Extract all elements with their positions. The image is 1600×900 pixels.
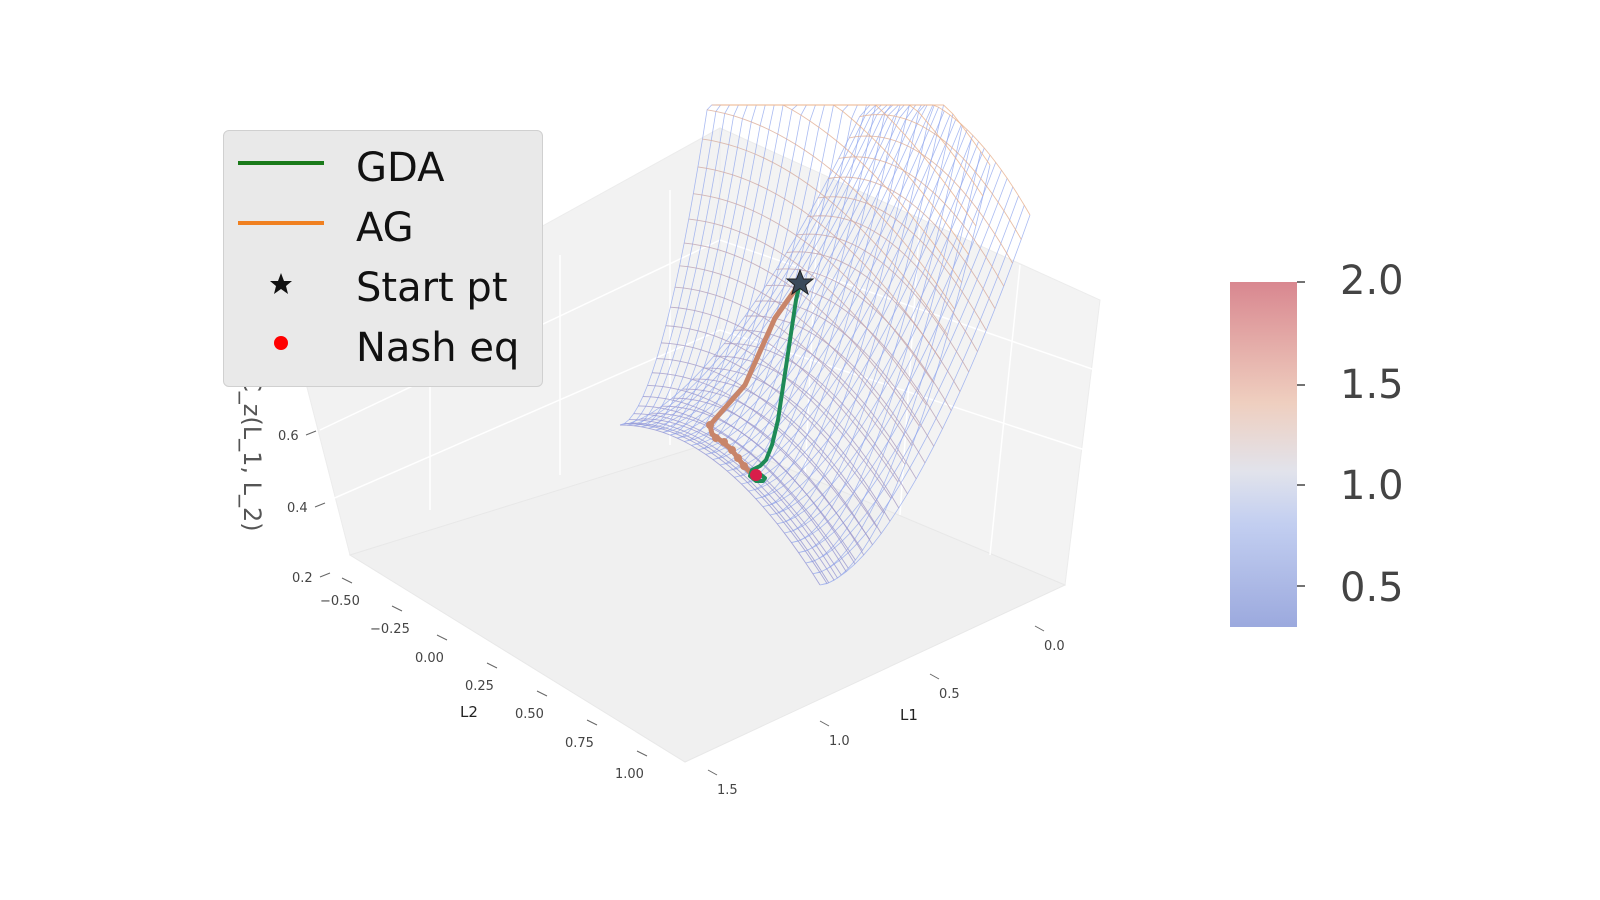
y-tick-mark — [636, 750, 648, 757]
z-tick-mark — [305, 430, 317, 436]
y-tick-mark — [436, 634, 448, 641]
y-tick-mark — [536, 690, 548, 697]
z-tick-mark — [319, 572, 331, 578]
surface-line — [697, 166, 941, 360]
legend-item-nash-eq: Nash eq — [224, 321, 544, 371]
x-tick-label: 0.5 — [939, 687, 960, 702]
surface-line — [724, 343, 908, 495]
surface-line — [807, 215, 978, 352]
y-tick-mark — [391, 605, 403, 612]
x-tick-label: 1.5 — [717, 783, 738, 798]
grid-line — [329, 329, 1086, 501]
surface-line — [647, 384, 863, 551]
surface-line — [656, 358, 878, 528]
x-tick-mark — [929, 673, 940, 680]
star-icon — [270, 273, 292, 294]
z-axis-label: C_z(L_1, L_2) — [238, 375, 266, 532]
surface-line — [665, 325, 892, 499]
grid-line — [989, 264, 1021, 556]
colorbar — [1230, 282, 1297, 627]
ag-point — [706, 421, 714, 429]
surface-line — [670, 306, 899, 483]
legend-label: Start pt — [356, 265, 508, 311]
x-tick-mark — [707, 769, 718, 776]
legend-label: Nash eq — [356, 325, 520, 371]
red-dot-icon — [274, 336, 288, 350]
ag-point — [720, 438, 728, 446]
surface-line — [828, 176, 996, 309]
y-tick-mark — [486, 662, 498, 669]
surface-line — [630, 422, 830, 583]
surface-line — [661, 342, 885, 514]
y-tick-label: 0.00 — [415, 651, 444, 666]
ag-point — [728, 446, 736, 454]
y-tick-label: 0.75 — [565, 736, 594, 751]
y-tick-mark — [341, 577, 353, 584]
surface-line — [713, 355, 900, 509]
y-axis-label: L2 — [460, 703, 478, 721]
legend-label: GDA — [356, 145, 445, 191]
x-axis-label: L1 — [900, 706, 918, 724]
trajectories — [706, 268, 815, 483]
gda-trajectory — [748, 282, 802, 483]
legend-label: AG — [356, 205, 414, 251]
z-tick-label: 0.4 — [287, 501, 308, 516]
surface-line — [642, 396, 856, 561]
ag-point — [734, 454, 742, 462]
surface-line — [629, 419, 835, 581]
y-tick-label: −0.50 — [320, 594, 360, 609]
y-tick-mark — [586, 719, 598, 726]
surface-mesh — [619, 104, 1031, 586]
y-tick-label: 0.50 — [515, 707, 544, 722]
x-tick-mark — [819, 720, 830, 727]
colorbar-ticks — [1297, 281, 1305, 587]
legend-item-ag: AG — [224, 201, 544, 251]
z-tick-label: 0.2 — [292, 571, 313, 586]
surface-line — [693, 193, 934, 383]
legend-line-icon — [238, 221, 324, 225]
surface-line — [692, 378, 882, 534]
surface-line — [797, 233, 970, 373]
legend-line-icon — [238, 161, 324, 165]
surface-line — [679, 265, 913, 446]
legend-item-gda: GDA — [224, 141, 544, 191]
legend-item-start-pt: Start pt — [224, 261, 544, 311]
ag-point — [740, 462, 748, 470]
surface-line — [684, 242, 920, 427]
colorbar-tick-label: 2.0 — [1340, 258, 1404, 304]
grid-line — [899, 219, 921, 516]
ag-point — [712, 434, 720, 442]
surface-line — [702, 138, 948, 336]
y-tick-label: 0.25 — [465, 679, 494, 694]
nash-eq-point — [750, 469, 762, 481]
y-tick-label: −0.25 — [370, 622, 410, 637]
legend: GDA AG Start pt Nash eq — [223, 130, 543, 387]
surface-line — [651, 412, 847, 572]
surface-line — [652, 372, 870, 540]
x-tick-mark — [1034, 625, 1045, 632]
colorbar-tick-label: 1.5 — [1340, 362, 1404, 408]
x-tick-label: 1.0 — [829, 734, 850, 749]
surface-line — [638, 405, 849, 569]
surface-line — [707, 109, 955, 310]
x-tick-label: 0.0 — [1044, 639, 1065, 654]
colorbar-tick-label: 1.0 — [1340, 463, 1404, 509]
colorbar-tick-label: 0.5 — [1340, 565, 1404, 611]
surface-line — [730, 104, 991, 166]
surface-line — [703, 367, 891, 522]
y-tick-label: 1.00 — [615, 767, 644, 782]
surface-line — [619, 424, 821, 586]
start-point-star — [785, 268, 815, 296]
z-tick-mark — [314, 502, 326, 508]
surface-line — [849, 135, 1013, 264]
grid-line — [804, 169, 821, 476]
surface-line — [688, 218, 927, 406]
surface-line — [624, 422, 828, 584]
z-tick-label: 0.6 — [278, 429, 299, 444]
surface-line — [734, 329, 917, 480]
surface-line — [838, 156, 1005, 287]
surface-line — [817, 196, 987, 331]
